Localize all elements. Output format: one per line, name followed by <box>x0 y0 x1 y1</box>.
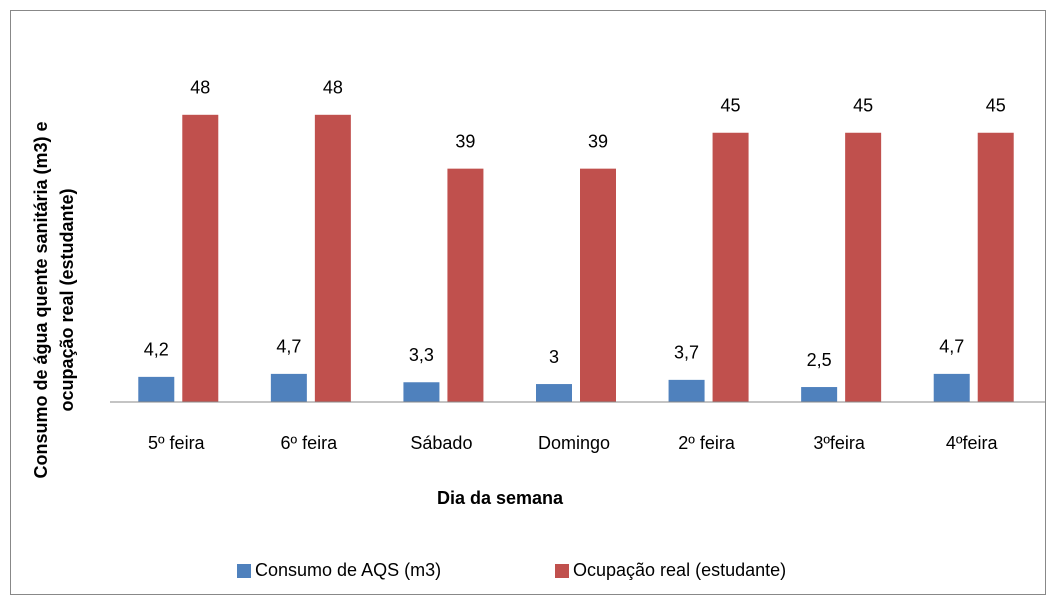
y-axis-label: Consumo de água quente sanitária (m3) e … <box>31 121 77 478</box>
x-axis-label: Dia da semana <box>437 488 564 508</box>
x-tick-label: 5º feira <box>148 433 206 453</box>
x-tick-label: 2º feira <box>678 433 736 453</box>
data-label: 4,2 <box>144 340 169 360</box>
data-label: 45 <box>721 96 741 116</box>
bar <box>933 373 970 402</box>
data-label: 45 <box>986 96 1006 116</box>
legend-label: Ocupação real (estudante) <box>573 560 786 580</box>
bar <box>845 132 882 402</box>
data-label: 3 <box>549 347 559 367</box>
legend-swatch <box>555 564 569 578</box>
bar <box>580 168 616 402</box>
x-tick-label: Domingo <box>538 433 610 453</box>
data-label: 4,7 <box>276 337 301 357</box>
bar <box>977 132 1014 402</box>
data-label: 48 <box>190 78 210 98</box>
bar <box>801 387 838 402</box>
bar <box>270 373 307 402</box>
bar <box>447 168 484 402</box>
legend-label: Consumo de AQS (m3) <box>255 560 441 580</box>
x-tick-label: 4ºfeira <box>946 433 999 453</box>
data-label: 45 <box>853 96 873 116</box>
x-tick-label: Sábado <box>410 433 472 453</box>
bar <box>182 114 219 403</box>
bar <box>536 384 572 402</box>
data-label: 4,7 <box>939 337 964 357</box>
x-tick-label: 6º feira <box>281 433 339 453</box>
data-label: 39 <box>588 131 608 151</box>
bar <box>403 382 440 402</box>
bar <box>668 379 705 402</box>
y-axis-label-line: ocupação real (estudante) <box>57 188 77 411</box>
data-label: 3,7 <box>674 343 699 363</box>
x-tick-label: 3ºfeira <box>813 433 866 453</box>
data-label: 2,5 <box>807 350 832 370</box>
data-label: 48 <box>323 78 343 98</box>
data-label: 39 <box>455 131 475 151</box>
bar <box>314 114 351 403</box>
y-axis-label-line: Consumo de água quente sanitária (m3) e <box>31 121 51 478</box>
data-label: 3,3 <box>409 345 434 365</box>
legend-swatch <box>237 564 251 578</box>
bar <box>712 132 749 402</box>
bar <box>138 376 175 402</box>
